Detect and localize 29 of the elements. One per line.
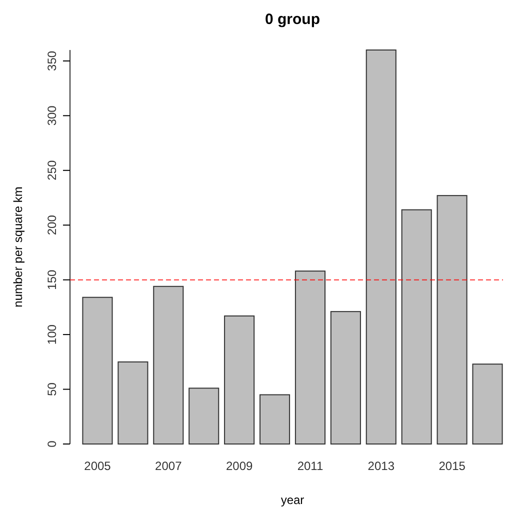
- y-tick-label: 300: [45, 105, 59, 126]
- y-tick-label: 350: [45, 50, 59, 71]
- y-tick-label: 50: [45, 382, 59, 396]
- y-tick-label: 200: [45, 214, 59, 236]
- bar: [472, 364, 503, 444]
- y-axis-title: number per square km: [11, 186, 25, 308]
- x-tick-label: 2015: [438, 458, 466, 473]
- x-tick-label: 2005: [84, 458, 112, 473]
- bar: [188, 388, 220, 444]
- bar: [330, 311, 361, 444]
- x-tick-label: 2011: [297, 458, 324, 473]
- x-tick-label: 2013: [368, 458, 395, 473]
- bar: [366, 50, 396, 444]
- bar: [436, 195, 468, 444]
- bar: [118, 361, 148, 444]
- y-tick-label: 100: [45, 324, 59, 345]
- bar: [260, 394, 290, 444]
- x-tick-label: 2009: [226, 458, 253, 473]
- bar: [153, 286, 184, 444]
- bar: [82, 296, 113, 444]
- y-tick-label: 250: [45, 160, 59, 180]
- y-tick-label: 150: [45, 270, 59, 290]
- bar: [224, 315, 255, 444]
- chart-title: 0 group: [265, 11, 320, 28]
- bar: [294, 270, 326, 444]
- y-tick-label: 0: [45, 440, 59, 448]
- x-tick-label: 2007: [155, 458, 182, 473]
- x-axis-title: year: [280, 493, 304, 507]
- bar: [401, 209, 432, 444]
